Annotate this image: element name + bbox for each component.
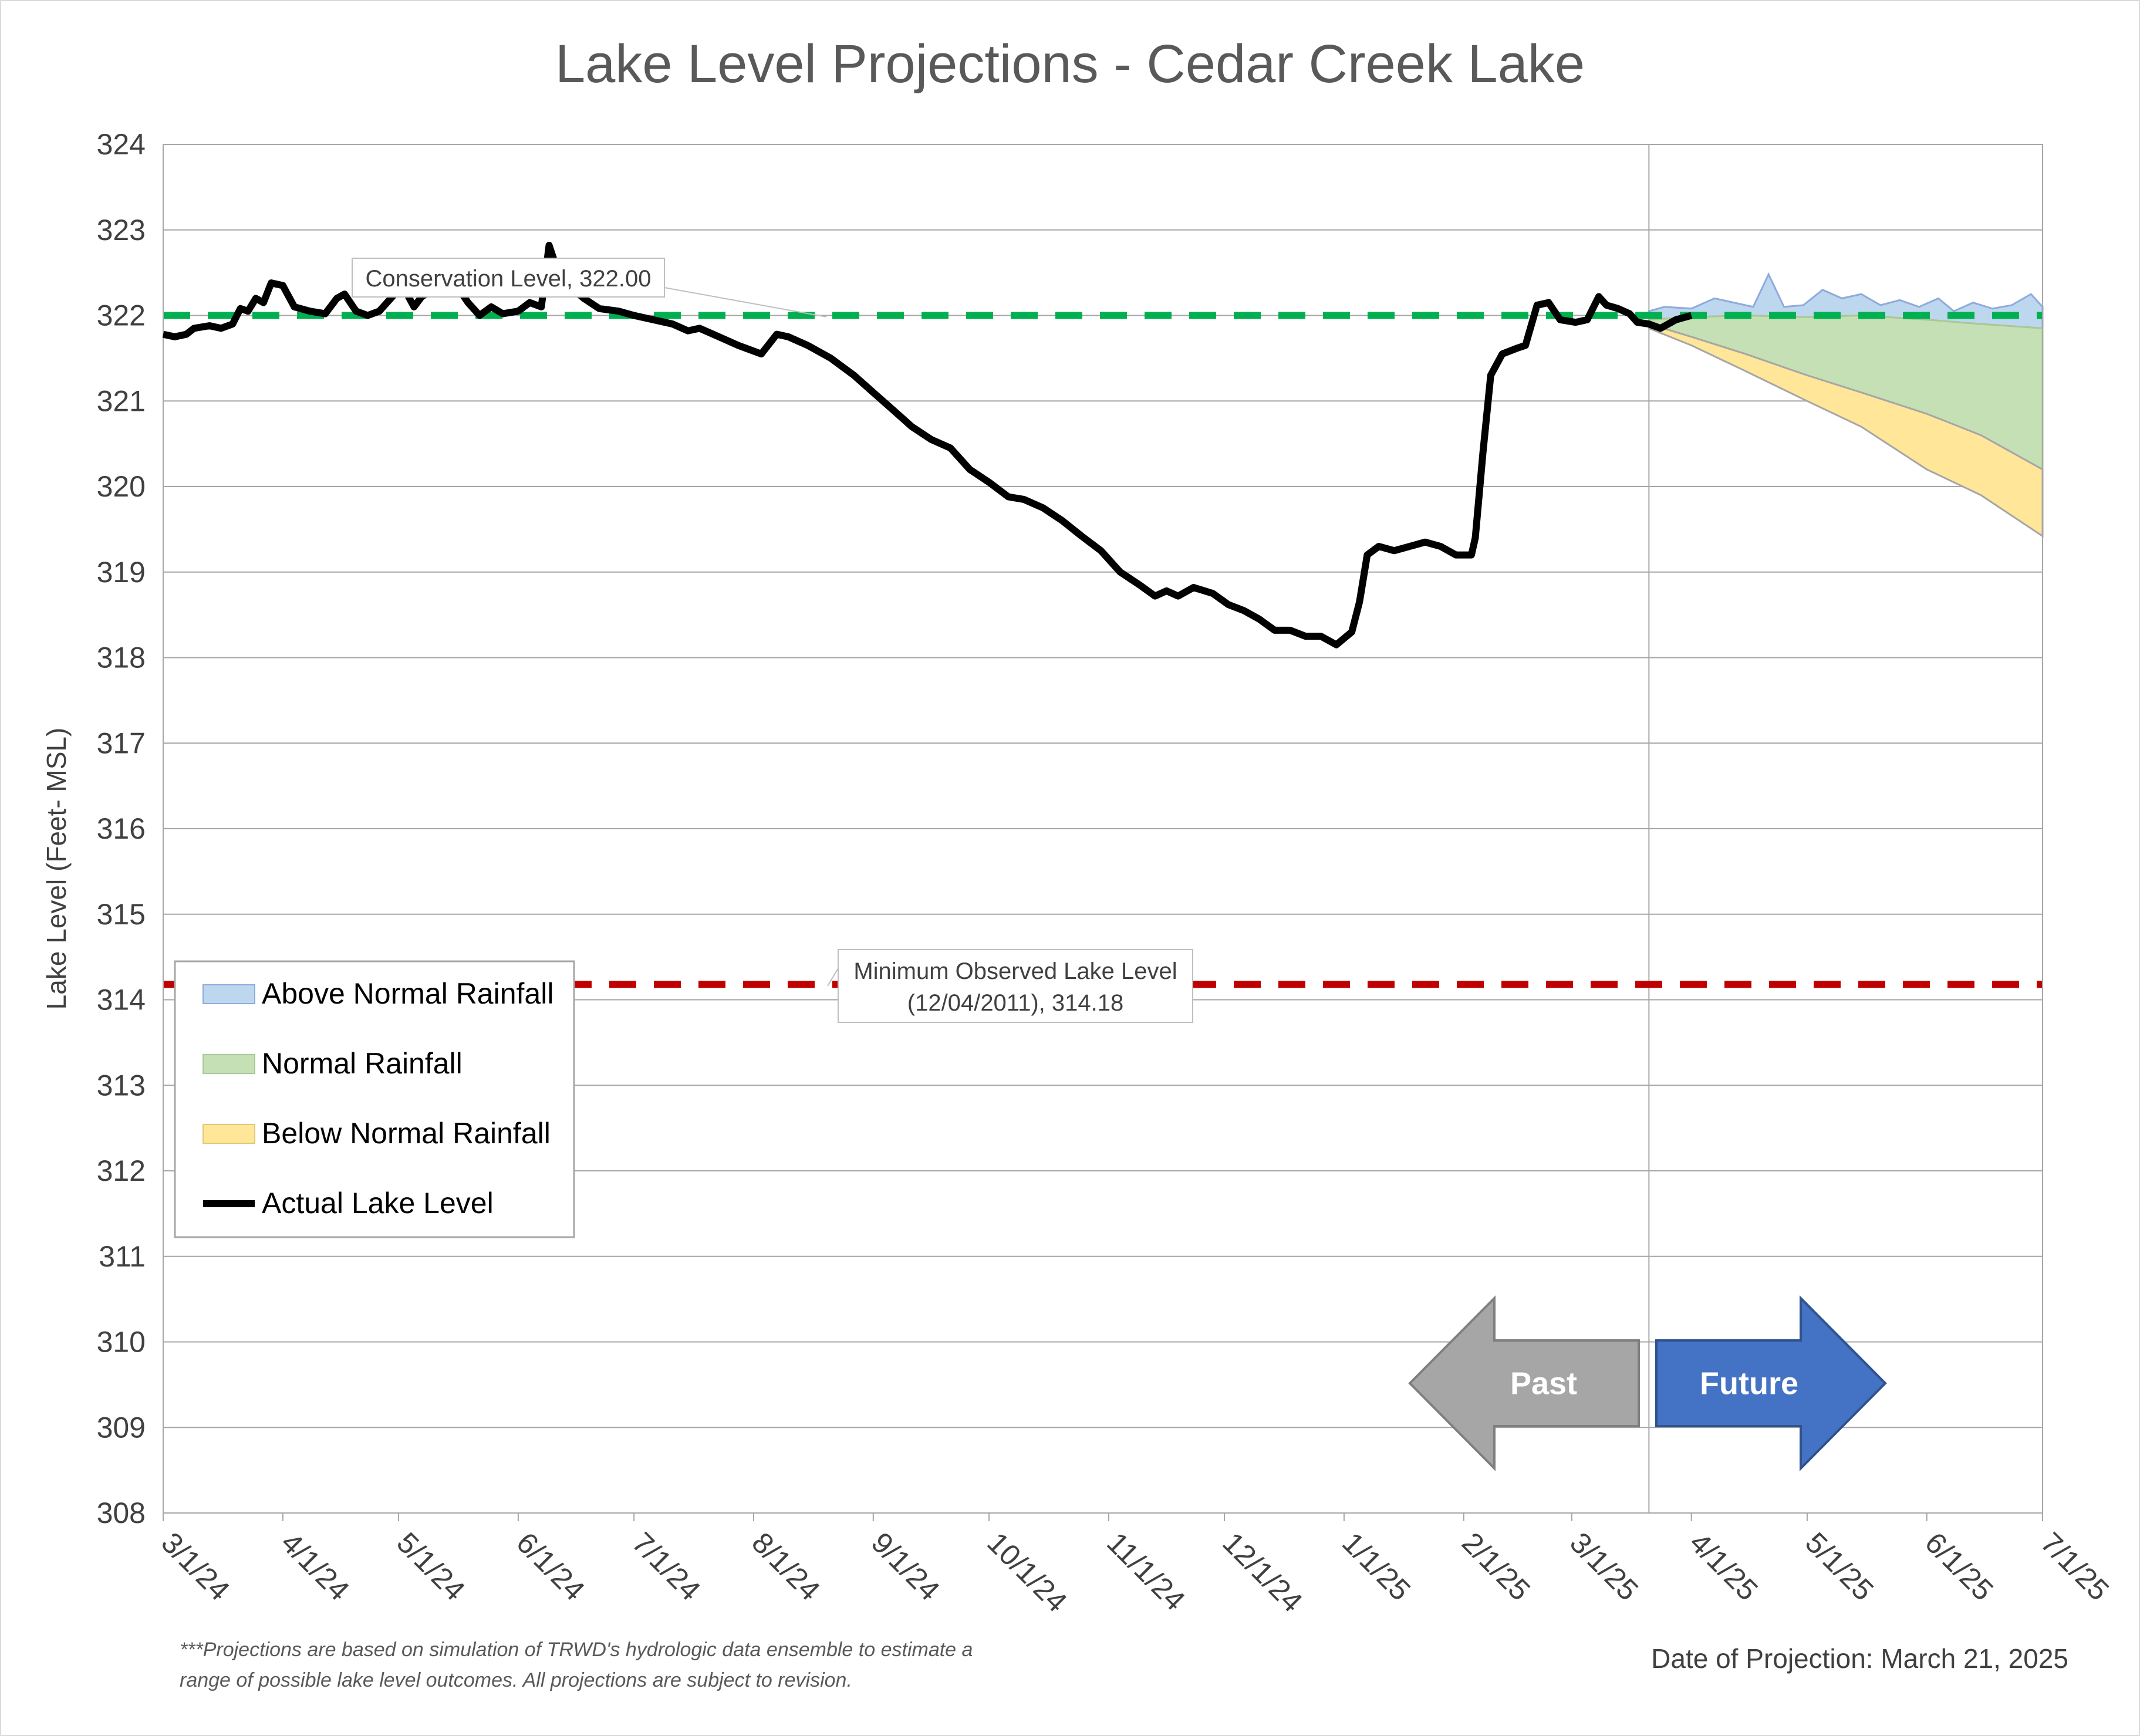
y-tick-label: 320: [97, 470, 146, 503]
minimum-level-callout: Minimum Observed Lake Level (12/04/2011)…: [827, 949, 1193, 1023]
past-arrow-label: Past: [1510, 1366, 1577, 1401]
legend: Above Normal Rainfall Normal Rainfall Be…: [174, 960, 575, 1238]
legend-label-below: Below Normal Rainfall: [262, 1117, 551, 1150]
future-arrow-shape: [1655, 1295, 1887, 1471]
y-tick-label: 318: [97, 641, 146, 674]
minimum-callout-line1: Minimum Observed Lake Level: [853, 958, 1177, 984]
y-tick-label: 308: [97, 1497, 146, 1529]
plot-frame: [163, 144, 2043, 1514]
chart-title: Lake Level Projections - Cedar Creek Lak…: [555, 34, 1585, 94]
y-tick-label: 313: [97, 1069, 146, 1102]
future-arrow: Future: [1655, 1295, 1887, 1471]
past-arrow: Past: [1408, 1295, 1640, 1471]
y-tick-label: 310: [97, 1326, 146, 1359]
legend-label-actual: Actual Lake Level: [262, 1187, 494, 1220]
legend-label-above: Above Normal Rainfall: [262, 977, 553, 1010]
y-tick-label: 323: [97, 214, 146, 246]
legend-box: [174, 960, 575, 1238]
y-tick-label: 309: [97, 1411, 146, 1444]
y-tick-label: 314: [97, 984, 146, 1016]
future-arrow-label: Future: [1700, 1366, 1798, 1401]
minimum-callout-line2: (12/04/2011), 314.18: [907, 990, 1123, 1016]
y-tick-label: 316: [97, 812, 146, 845]
actual-lake-level-series: [162, 242, 1693, 649]
conservation-callout-label: Conservation Level, 322.00: [366, 266, 652, 292]
actual-lake-level-line: [162, 242, 1693, 649]
legend-swatch-below: [202, 1124, 255, 1144]
conservation-callout-pointer: [664, 287, 827, 318]
y-tick-label: 312: [97, 1154, 146, 1187]
legend-label-normal: Normal Rainfall: [262, 1047, 463, 1080]
projection-date-text: Date of Projection: March 21, 2025: [1651, 1643, 2068, 1674]
minimum-callout-pointer: [827, 968, 839, 987]
y-tick-label: 322: [97, 299, 146, 332]
footnote-line1: ***Projections are based on simulation o…: [180, 1639, 973, 1661]
footnote-line2: range of possible lake level outcomes. A…: [180, 1669, 852, 1691]
conservation-level-callout: Conservation Level, 322.00: [352, 258, 827, 318]
minimum-callout-box: [838, 949, 1193, 1023]
y-tick-label: 315: [97, 898, 146, 931]
y-tick-label: 311: [99, 1240, 146, 1273]
y-tick-label: 324: [97, 128, 146, 161]
y-axis-label: Lake Level (Feet- MSL): [41, 728, 72, 1010]
conservation-callout-box: [352, 258, 665, 298]
y-axis-ticks: 308 309 310 311 312 313 314 315 316 317 318 319 320 3…: [97, 128, 146, 1529]
y-tick-label: 319: [97, 556, 146, 589]
past-arrow-shape: [1408, 1295, 1640, 1471]
legend-swatch-above: [202, 984, 255, 1004]
legend-swatch-normal: [202, 1054, 255, 1074]
y-tick-label: 321: [97, 384, 146, 417]
y-tick-label: 317: [97, 727, 146, 759]
